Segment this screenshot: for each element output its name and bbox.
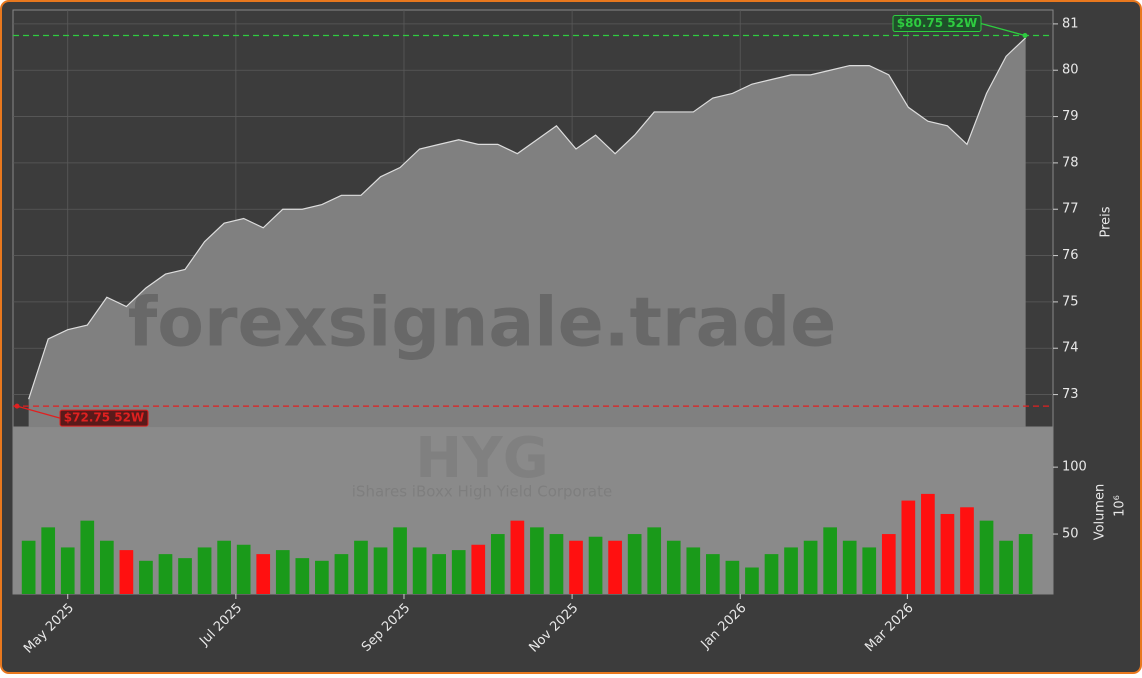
volume-bar — [549, 534, 564, 594]
volume-bar — [217, 540, 231, 594]
volume-bar — [842, 540, 857, 594]
ticker-watermark: HYG — [415, 426, 548, 491]
volume-bar — [197, 547, 212, 594]
y-tick-label: 74 — [1062, 341, 1079, 356]
volume-bar — [608, 540, 622, 594]
volume-bar — [862, 547, 877, 594]
volume-bar — [158, 554, 173, 594]
volume-bar — [60, 547, 75, 594]
y2-tick-label: 100 — [1062, 460, 1087, 475]
volume-bar — [451, 550, 466, 594]
volume-bar — [706, 554, 720, 594]
y-tick-label: 80 — [1062, 63, 1079, 78]
volume-bar — [647, 527, 662, 594]
y-tick-label: 81 — [1062, 16, 1079, 31]
volume-bar — [275, 550, 290, 594]
volume-bar — [315, 560, 329, 594]
volume-bar — [1018, 534, 1033, 594]
volume-bar — [921, 493, 935, 594]
y-tick-label: 76 — [1062, 248, 1079, 263]
volume-bar — [569, 540, 583, 594]
volume-bar — [725, 560, 740, 594]
volume-bar — [764, 554, 779, 594]
y-tick-label: 73 — [1062, 387, 1079, 402]
volume-bar — [236, 544, 251, 594]
volume-bar — [881, 534, 896, 594]
y-tick-label: 75 — [1062, 294, 1079, 309]
volume-bar — [354, 540, 368, 594]
volume-bar — [178, 558, 192, 594]
y-axis-label: Preis — [1099, 206, 1114, 237]
volume-bar — [373, 547, 388, 594]
volume-bar — [21, 540, 36, 594]
volume-bar — [471, 544, 486, 594]
arrow-head-low — [14, 403, 20, 409]
watermark: forexsignale.trade — [128, 284, 837, 363]
volume-bar — [823, 527, 837, 594]
y2-axis-label: Volumen — [1093, 484, 1108, 541]
fund-watermark: iShares iBoxx High Yield Corporate — [352, 483, 612, 501]
y2-tick-label: 50 — [1062, 527, 1079, 542]
price-line — [28, 37, 1027, 400]
volume-bar — [295, 558, 310, 594]
label-low: $72.75 52W — [64, 411, 144, 425]
volume-bar — [627, 534, 642, 594]
volume-bar — [803, 540, 818, 594]
arrow-high — [980, 22, 1026, 37]
volume-bar — [686, 547, 701, 594]
y-tick-label: 78 — [1062, 155, 1079, 170]
label-high: $80.75 52W — [897, 16, 977, 30]
volume-bar — [41, 527, 56, 594]
volume-bar — [432, 554, 447, 594]
arrow-head-high — [1022, 32, 1028, 38]
volume-bar — [901, 500, 916, 594]
volume-bar — [139, 560, 153, 594]
volume-bar — [745, 567, 759, 594]
volume-bar — [940, 513, 955, 594]
volume-bar — [393, 527, 407, 594]
volume-bar — [334, 554, 349, 594]
volume-bar — [412, 547, 427, 594]
y-tick-label: 77 — [1062, 202, 1079, 217]
arrow-low — [16, 405, 61, 419]
volume-bar — [979, 520, 994, 594]
volume-bar — [999, 540, 1013, 594]
volume-bar — [256, 554, 271, 594]
volume-bar — [490, 534, 505, 594]
volume-bar — [588, 536, 603, 594]
y-tick-label: 79 — [1062, 109, 1079, 124]
volume-bar — [99, 540, 114, 594]
y2-multiplier: 10⁶ — [1113, 495, 1128, 517]
volume-bar — [784, 547, 798, 594]
volume-bar — [80, 520, 95, 594]
price-area — [28, 37, 1026, 428]
volume-bar — [960, 507, 974, 594]
volume-bar — [666, 540, 681, 594]
volume-bar — [510, 520, 525, 594]
volume-bar — [530, 527, 544, 594]
volume-bar — [119, 550, 134, 594]
